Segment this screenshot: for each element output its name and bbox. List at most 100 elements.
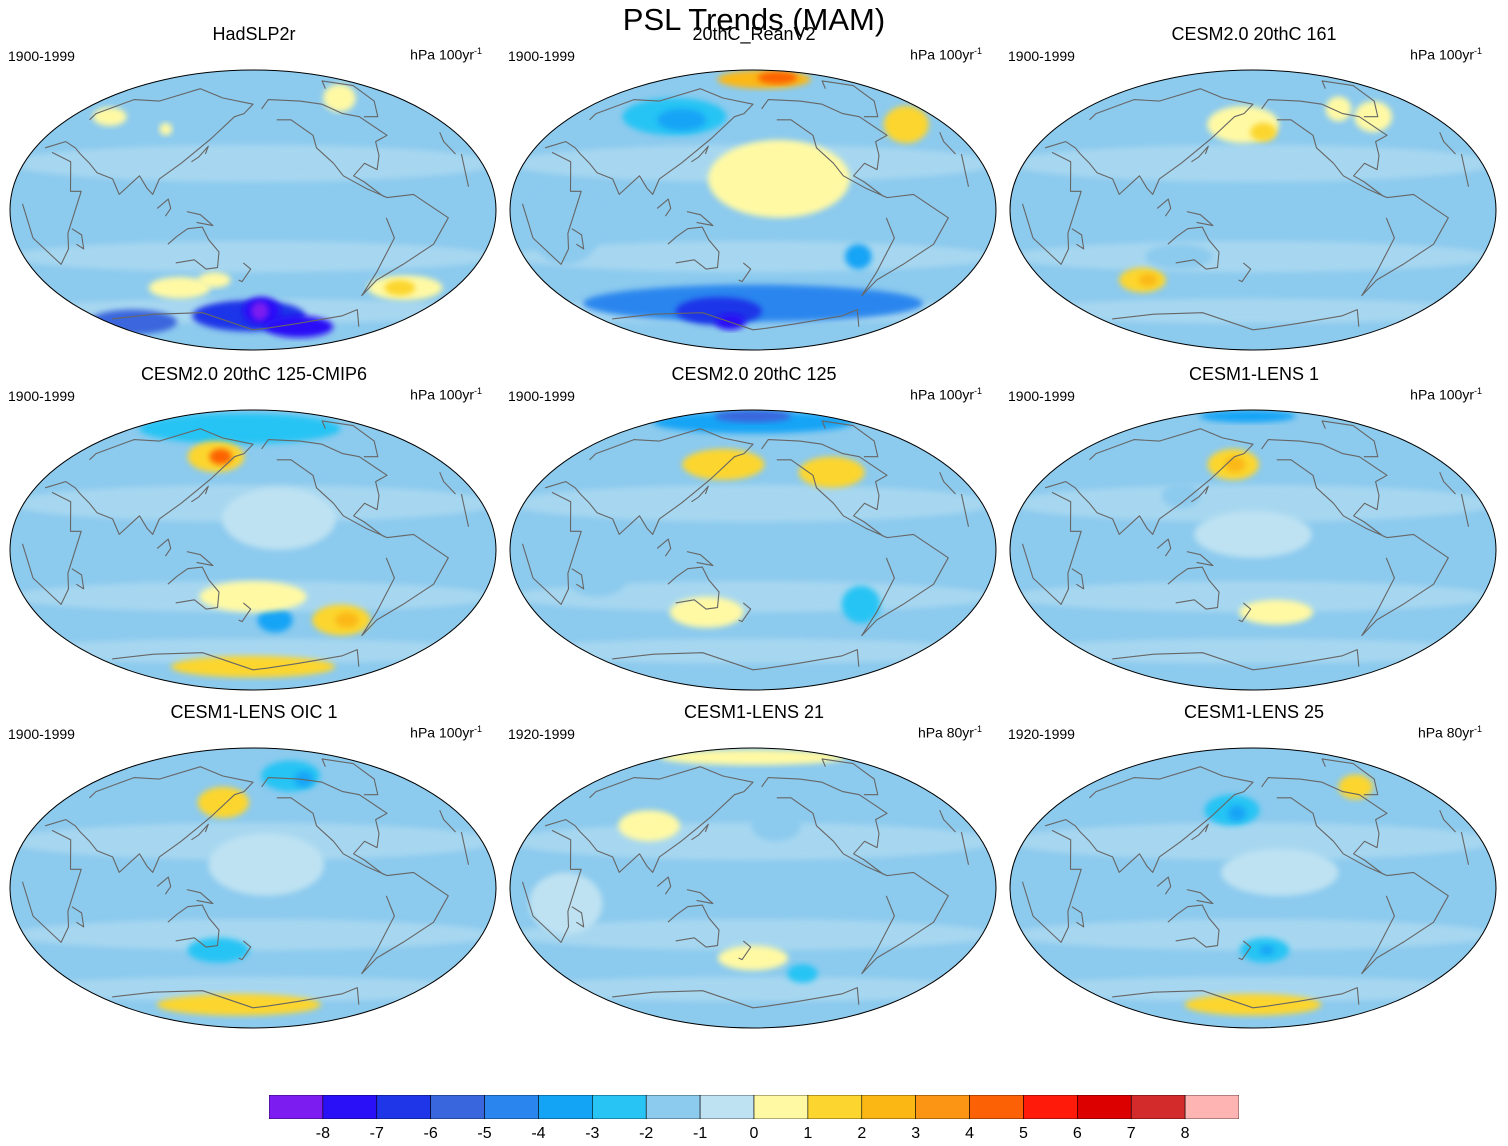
panel-units: hPa 100yr-1 [1410,46,1482,63]
colorbar-tick-label: -6 [423,1125,438,1142]
colorbar-swatch [645,1095,701,1119]
coastline-new-guinea [686,211,714,227]
panel-title: HadSLP2r [212,24,296,44]
trend-contour [669,596,744,628]
coastline-new-zealand [1238,262,1252,283]
trend-contour [257,607,293,633]
coastline-australia [667,226,720,270]
coastline-greenland [321,420,379,458]
figure-title: PSL Trends (MAM) [622,2,886,37]
colorbar-swatch [969,1095,1024,1119]
trend-contour [139,413,341,445]
coastline-new-zealand [1238,602,1252,623]
contour-band [1010,976,1496,1002]
map-panel: CESM2.0 20thC 125-CMIP6 1900-1999 hPa 100y… [8,364,500,694]
panel-title: CESM1-LENS OIC 1 [170,702,338,722]
units-exponent: -1 [1473,46,1482,56]
units-exponent: -1 [973,46,982,56]
trend-contour [659,749,847,766]
coastline-madagascar [1071,906,1085,928]
coastline-s-america [361,533,449,637]
coastline-borneo [156,876,172,895]
coastline-n-america [1261,777,1388,877]
coastline-japan [1191,145,1209,163]
trend-contour [657,108,707,131]
panel-title: CESM1-LENS 1 [1188,364,1320,384]
coastline-australia [167,904,220,948]
units-text: hPa 100yr [910,46,974,63]
coastline-borneo [656,876,672,895]
coastline-antarctica-edge [1112,987,1360,1009]
coastline-antarctica-edge [112,649,360,671]
trend-contour [197,272,231,288]
map-projection [1009,69,1497,351]
trend-contour [1199,410,1296,423]
coastline-new-guinea [186,551,214,567]
contour-band [510,484,996,522]
coastline-n-america [1261,99,1388,199]
coastline-s-america [861,533,949,637]
colorbar-tick-label: -8 [315,1125,330,1142]
coastline-australia [1167,904,1220,948]
colorbar-tick-label: 2 [857,1125,867,1142]
map-border [509,69,997,351]
map-projection [1009,747,1497,1029]
coastline-borneo [1156,876,1172,895]
colorbar-tick-label: 5 [1018,1125,1028,1142]
trend-contour [335,612,359,628]
trend-contour [653,411,853,434]
map-projection [9,69,497,351]
coastline-borneo [156,538,172,557]
trend-contour [88,309,178,335]
colorbar-swatch [1077,1095,1132,1119]
panel-period: 1920-1999 [1008,726,1075,742]
trend-contour [1221,849,1339,896]
coastline-greenland [1321,758,1379,796]
map-panel: CESM2.0 20thC 161 1900-1999 hPa 100yr-1 [1008,24,1500,354]
coastline-s-america [861,871,949,975]
coastline-japan [691,823,709,841]
coastline-n-america [1261,439,1388,539]
map-border [509,409,997,691]
coastline-greenland [821,80,879,118]
colorbar-tick-label: 1 [803,1125,813,1142]
coastline-madagascar [1071,228,1085,250]
coastline-eurasia [544,428,956,535]
contour-band [1010,638,1496,664]
trend-contour [844,244,872,270]
colorbar-swatch [269,1095,324,1119]
units-exponent: -1 [473,724,482,734]
trend-contour [618,810,680,842]
colorbar-tick-label: -3 [585,1125,600,1142]
map-border [9,69,497,351]
trend-contour [717,945,789,971]
panel-title: CESM2.0 20thC 161 [1171,24,1337,44]
coastline-madagascar [571,906,585,928]
coastline-new-zealand [238,602,252,623]
trend-contour [1338,774,1373,800]
map-border [9,747,497,1029]
trend-contour [159,122,173,136]
map-projection [509,409,997,691]
coastline-madagascar [1071,568,1085,590]
contour-band [1010,919,1496,951]
coastline-n-america [761,439,888,539]
coastline-n-america [261,777,388,877]
colorbar-tick-label: -5 [477,1125,492,1142]
coastline-japan [191,145,209,163]
coastline-borneo [656,538,672,557]
units-text: hPa 100yr [410,46,474,63]
colorbar-swatch [861,1095,916,1119]
colorbar-swatch [1184,1095,1239,1119]
panel-units: hPa 80yr-1 [918,724,982,741]
coastline-japan [191,485,209,503]
panel-units: hPa 100yr-1 [1410,386,1482,403]
coastline-japan [691,485,709,503]
map-border [1009,747,1497,1029]
map-projection [509,69,997,351]
colorbar-swatch [1130,1095,1186,1119]
trend-contour [92,107,127,126]
panel-title: CESM2.0 20thC 125 [671,364,837,384]
coastline-madagascar [571,568,585,590]
units-text: hPa 100yr [410,386,474,403]
